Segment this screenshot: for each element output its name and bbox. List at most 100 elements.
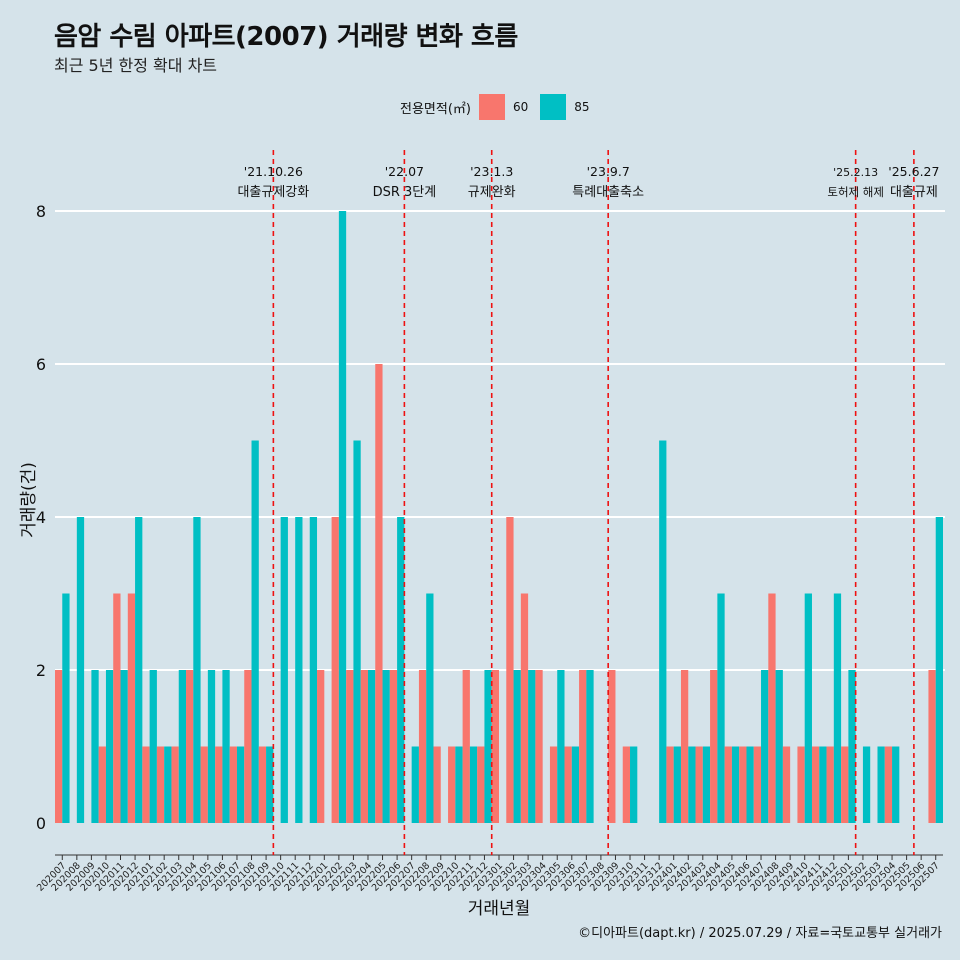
event-date-202207: '22.07 [385,164,424,179]
bar-85-202105 [207,670,216,823]
bar-60-202306 [564,746,572,823]
bar-60-202204 [360,670,368,823]
bar-85-202101 [149,670,157,823]
bar-60-202105 [200,746,208,823]
bar-85-202303 [528,670,536,823]
legend-label-85: 85 [574,100,590,114]
bar-60-202406 [739,746,747,823]
bar-60-202501 [841,746,849,823]
bar-85-202307 [586,670,594,823]
bar-85-202501 [848,670,856,823]
bar-85-202110 [280,517,288,823]
bar-60-202205 [375,364,383,823]
bar-60-202302 [506,517,514,823]
bar-60-202106 [215,746,223,823]
bar-60-202201 [317,670,325,823]
bar-85-202206 [397,517,405,823]
bar-85-202306 [571,746,580,823]
bar-85-202205 [382,670,390,823]
bar-85-202106 [222,670,230,823]
y-tick-label-8: 8 [36,202,46,221]
bar-60-202403 [695,746,703,823]
event-label-202301: 규제완화 [468,185,516,200]
bar-60-202309 [608,670,616,823]
event-label-202110: 대출규제강화 [237,185,309,200]
bar-60-202411 [811,746,820,823]
bar-60-202305 [549,746,558,823]
bar-85-202007 [62,593,70,823]
bar-85-202507 [935,517,943,823]
bar-60-202405 [724,746,732,823]
bar-60-202402 [680,670,689,823]
y-axis-title: 거래량(건) [19,462,39,538]
bar-60-202211 [462,670,470,823]
chart-subtitle: 최근 5년 한정 확대 차트 [54,56,218,75]
legend-title: 전용면적(㎡) [400,101,471,117]
bar-85-202401 [673,746,681,823]
bar-85-202204 [367,670,376,823]
bar-60-202012 [127,593,136,823]
bar-85-202504 [892,746,900,823]
bar-85-202112 [309,517,318,823]
bar-85-202412 [833,593,842,823]
bar-85-202009 [91,670,99,823]
bar-85-202405 [731,746,740,823]
bar-60-202408 [768,593,776,823]
bar-60-202209 [433,746,441,823]
bar-85-202109 [266,746,274,823]
bar-85-202305 [557,670,565,823]
bar-60-202210 [448,746,456,823]
bar-60-202109 [258,746,267,823]
bar-85-202408 [775,670,783,823]
bar-85-202207 [411,746,419,823]
bar-85-202402 [688,746,696,823]
event-date-202506: '25.6.27 [888,164,939,179]
bar-60-202307 [579,670,587,823]
y-tick-label-2: 2 [36,661,46,680]
bar-85-202302 [513,670,521,823]
bar-60-202206 [389,670,398,823]
bar-60-202010 [98,746,106,823]
bar-85-202107 [236,746,245,823]
bar-85-202312 [659,440,667,823]
bar-85-202210 [455,746,463,823]
event-label-202506: 대출규제 [890,185,938,200]
bar-85-202403 [702,746,711,823]
bar-60-202301 [491,670,499,823]
bar-60-202101 [142,746,150,823]
bar-85-202103 [178,670,187,823]
bar-85-202011 [120,670,128,823]
bar-85-202008 [76,517,85,823]
bar-60-202102 [156,746,165,823]
bar-60-202304 [535,670,543,823]
bar-60-202412 [826,746,834,823]
legend: 전용면적(㎡) 60 85 [400,92,602,122]
bar-85-202404 [717,593,725,823]
event-label-202309: 특례대출축소 [572,185,644,200]
caption: ©디아파트(dapt.kr) / 2025.07.29 / 자료=국토교통부 실… [578,926,942,941]
x-axis-title: 거래년월 [468,899,531,919]
bar-60-202410 [797,746,805,823]
bar-60-202108 [244,670,252,823]
event-date-202309: '23.9.7 [587,164,630,179]
bar-85-202012 [135,517,143,823]
legend-label-60: 60 [512,100,529,114]
bar-60-202401 [666,746,674,823]
bar-60-202310 [622,746,631,823]
bar-60-202103 [171,746,179,823]
bar-60-202504 [884,746,893,823]
event-date-202502: '25.2.13 [833,166,878,179]
bar-85-202411 [819,746,827,823]
bar-60-202202 [331,517,339,823]
bar-85-202407 [761,670,769,823]
bar-85-202503 [877,746,885,823]
bar-60-202104 [186,670,194,823]
bar-60-202208 [418,670,427,823]
bar-60-202507 [928,670,936,823]
bar-85-202102 [164,746,172,823]
event-date-202110: '21.10.26 [244,164,303,179]
legend-swatch-60 [478,94,505,120]
bar-60-202203 [346,670,354,823]
bar-85-202502 [862,746,871,823]
